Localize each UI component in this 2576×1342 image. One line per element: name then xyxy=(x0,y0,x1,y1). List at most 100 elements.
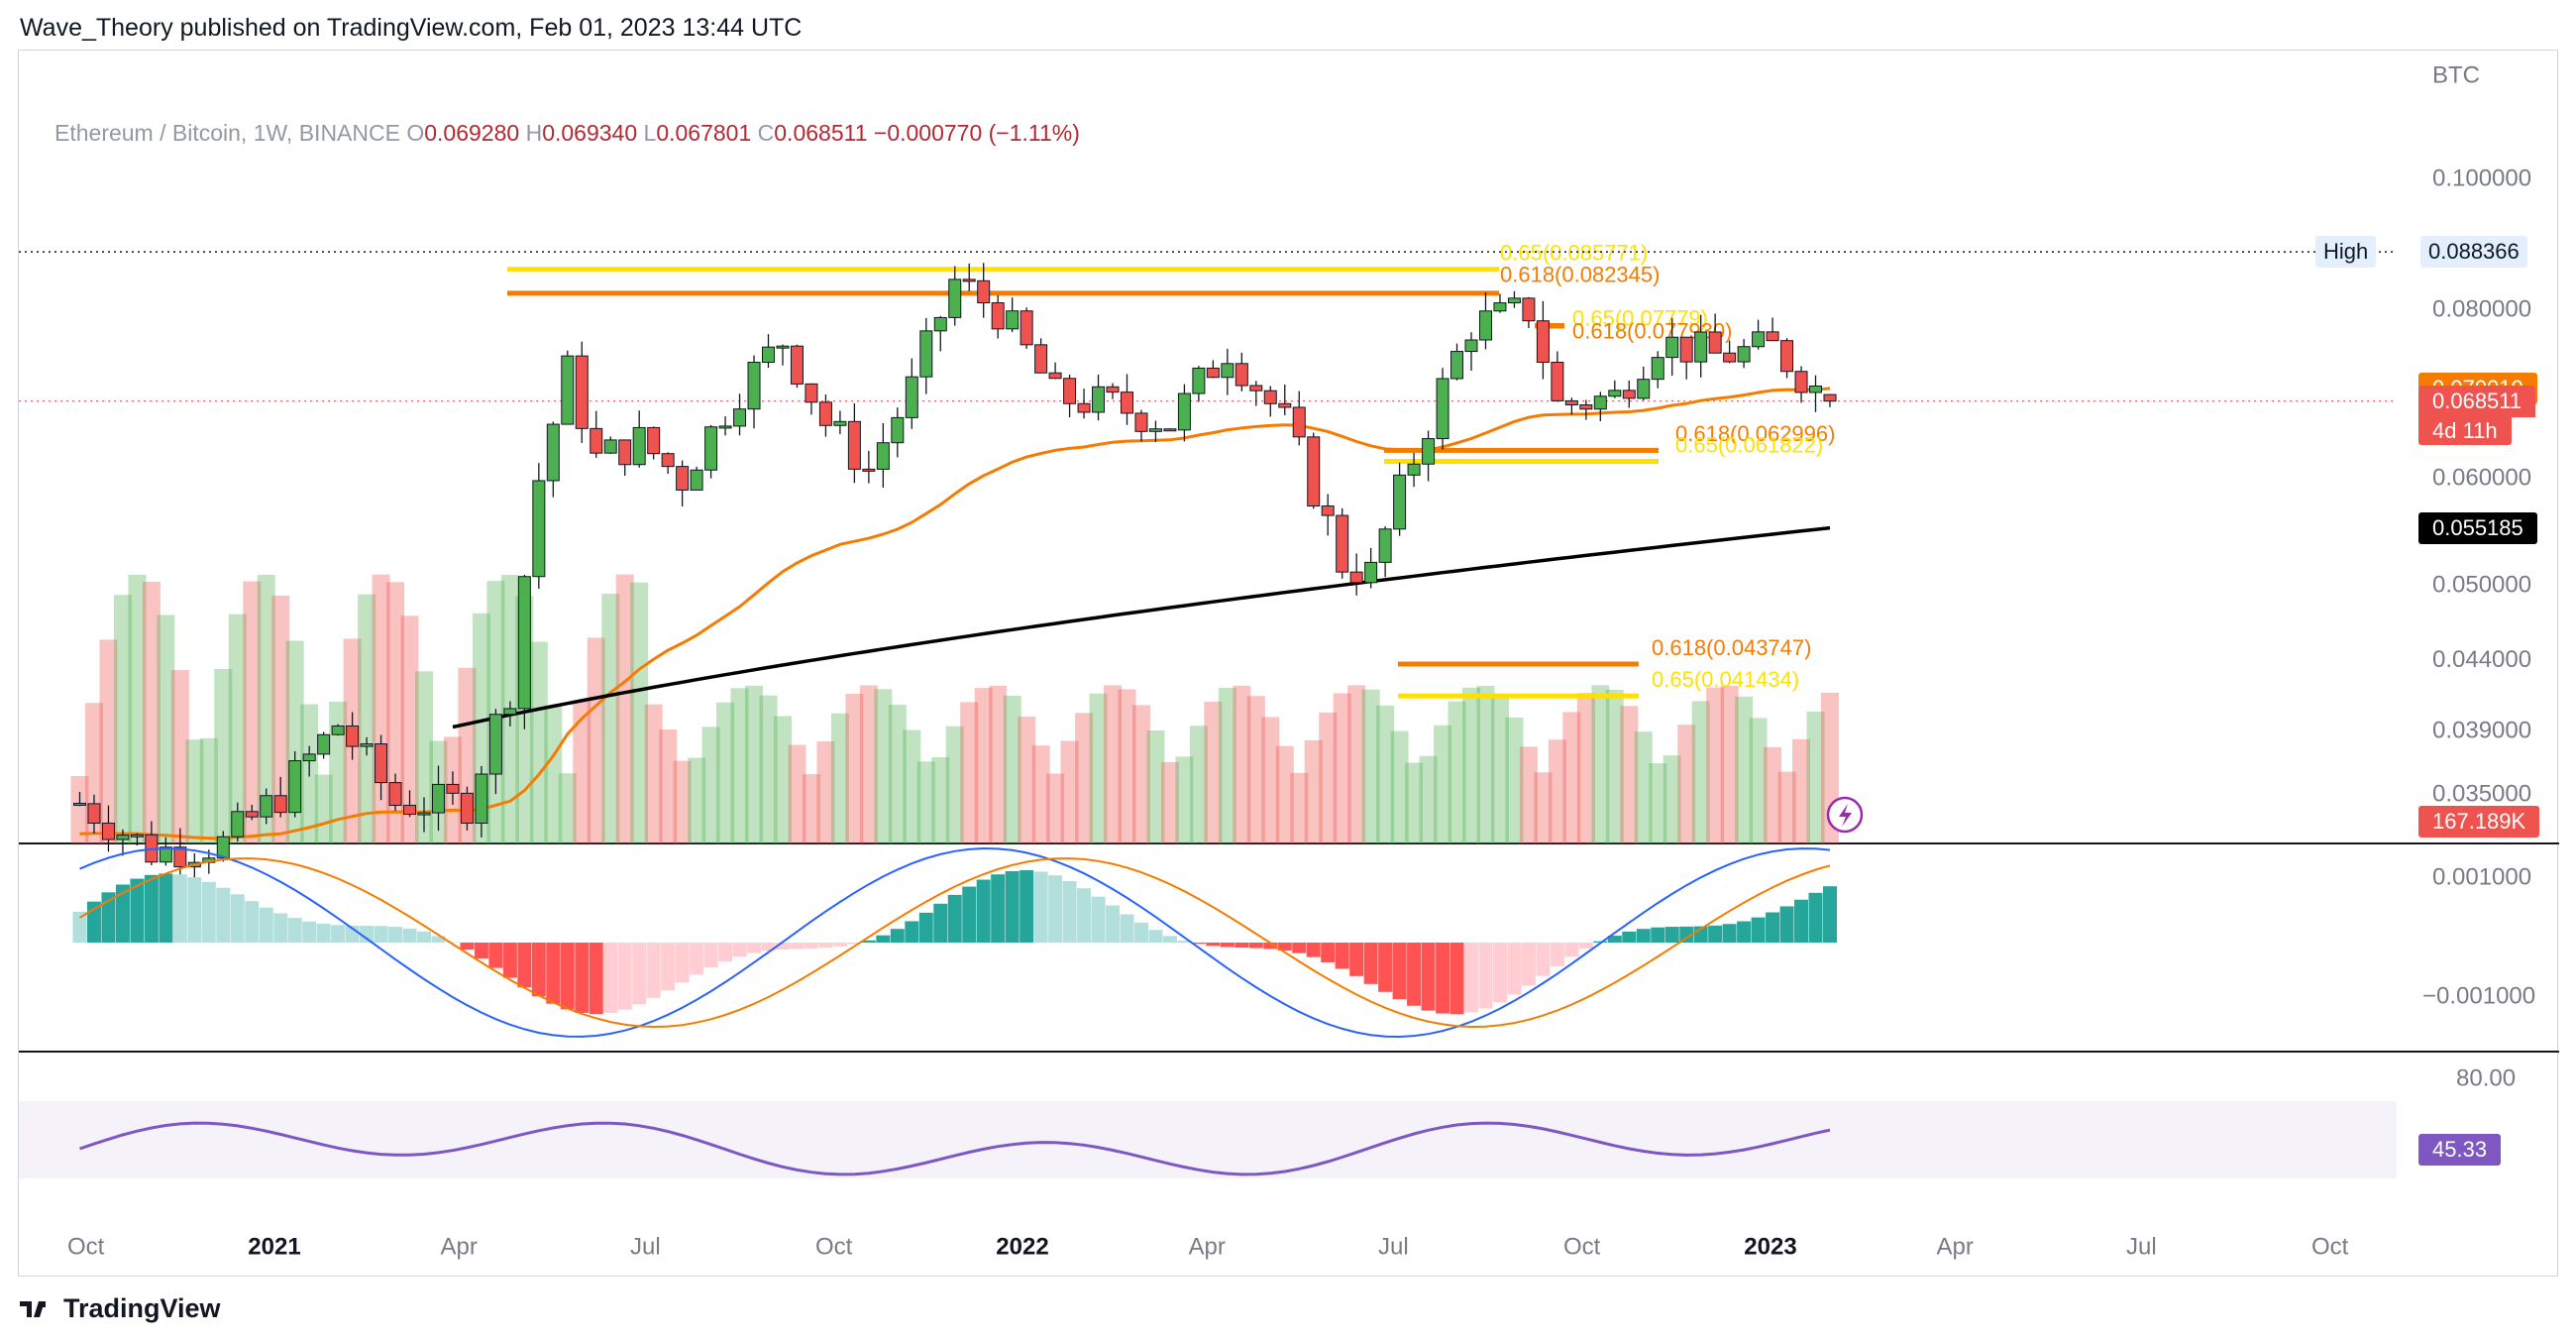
candle xyxy=(1723,340,1737,364)
candle-body xyxy=(1579,403,1593,410)
time-axis-label: Jul xyxy=(630,1233,661,1260)
candle-body xyxy=(1679,336,1693,363)
candle-body xyxy=(1450,351,1464,380)
volume-bar xyxy=(1146,730,1165,843)
macd-bar xyxy=(1664,927,1679,943)
volume-bar xyxy=(701,727,720,843)
volume-bar xyxy=(1046,773,1065,843)
fib-mid-065-label: 0.65(0.07779) xyxy=(1572,305,1708,330)
macd-bar xyxy=(1737,921,1752,943)
candle xyxy=(273,776,287,818)
time-axis-label: Apr xyxy=(440,1233,477,1260)
price-tick-label: 0.039000 xyxy=(2432,717,2531,743)
candle xyxy=(1092,375,1106,421)
high-label: H xyxy=(525,120,543,146)
macd-bar xyxy=(1779,906,1794,943)
candle-body xyxy=(1564,399,1578,405)
volume-bar xyxy=(759,695,778,843)
volume-bar xyxy=(1089,693,1108,843)
chart-frame[interactable]: 0.65(0.085771) 0.618(0.082345) 0.65(0.0777… xyxy=(18,50,2559,1278)
candle-body xyxy=(159,846,172,863)
volume-bar xyxy=(1576,693,1595,843)
candle xyxy=(1292,391,1306,446)
candle xyxy=(977,263,991,318)
volume-bar xyxy=(1060,740,1079,843)
candle-body xyxy=(776,345,790,349)
macd-bar xyxy=(962,886,977,943)
volume-bar xyxy=(142,581,161,843)
macd-bar xyxy=(1148,930,1163,943)
candle xyxy=(1507,290,1521,308)
symbol-name[interactable]: Ethereum / Bitcoin, 1W, BINANCE xyxy=(54,120,400,146)
macd-bar xyxy=(1378,943,1393,992)
macd-bar xyxy=(517,943,532,988)
candle xyxy=(302,745,316,777)
candle-body xyxy=(790,345,804,385)
macd-bar xyxy=(502,943,517,978)
candle xyxy=(818,394,832,437)
countdown-tag: 4d 11h xyxy=(2418,416,2512,445)
macd-bar xyxy=(790,943,805,950)
macd-bar xyxy=(86,901,101,943)
volume-bar xyxy=(1448,701,1466,843)
volume-bar xyxy=(945,726,964,843)
candle-body xyxy=(260,795,273,818)
tradingview-logo[interactable]: TradingView xyxy=(20,1293,221,1324)
candle-body xyxy=(116,835,130,840)
volume-bar xyxy=(1031,745,1050,843)
candle-body xyxy=(1422,438,1436,465)
volume-bar xyxy=(1764,746,1782,843)
volume-bar xyxy=(859,685,878,843)
candle-body xyxy=(1134,412,1148,432)
candle xyxy=(130,833,144,846)
macd-bar xyxy=(1248,943,1263,949)
macd-bar xyxy=(991,874,1006,943)
macd-bar xyxy=(1306,943,1321,957)
volume-bar xyxy=(1562,712,1581,843)
candle xyxy=(776,344,790,366)
macd-bar xyxy=(1335,943,1349,969)
macd-bar xyxy=(1020,870,1034,943)
candle xyxy=(1593,391,1607,422)
currency-label: BTC xyxy=(2432,61,2480,88)
volume-bar xyxy=(716,702,735,843)
last-price-tag: 0.068511 xyxy=(2418,385,2536,417)
candle-body xyxy=(1551,361,1564,401)
volume-bar xyxy=(630,582,649,843)
candle-body xyxy=(948,279,962,318)
candle xyxy=(1206,360,1220,379)
candle-body xyxy=(1708,331,1722,354)
macd-bar xyxy=(690,943,704,975)
volume-bar xyxy=(128,574,147,843)
candle-body xyxy=(1006,310,1020,330)
volume-bar xyxy=(1519,746,1538,843)
candle-body xyxy=(1020,310,1033,346)
candle-body xyxy=(231,811,245,838)
candle-body xyxy=(919,330,933,378)
ma-200-line xyxy=(452,525,1831,729)
candle-body xyxy=(1234,363,1248,387)
change-value: −0.000770 (−1.11%) xyxy=(873,120,1080,146)
candle-body xyxy=(1364,561,1378,584)
candle-body xyxy=(460,792,474,825)
volume-bar xyxy=(185,739,204,843)
candle-body xyxy=(173,846,187,868)
macd-bar xyxy=(1578,943,1593,949)
macd-bar xyxy=(144,874,159,943)
candle-body xyxy=(762,346,776,364)
chart-canvas[interactable]: 0.65(0.085771)0.618(0.082345) 0.65(0.0777… xyxy=(19,51,2559,1278)
candle-body xyxy=(1407,463,1421,476)
macd-bar xyxy=(1033,871,1048,943)
candle-body xyxy=(1493,302,1507,312)
macd-bar xyxy=(474,943,488,959)
volume-bar xyxy=(199,737,218,843)
candle xyxy=(1679,336,1693,380)
candle xyxy=(1020,307,1033,349)
candle xyxy=(1077,389,1091,419)
candle xyxy=(661,452,675,475)
candle-body xyxy=(718,425,732,429)
volume-bar xyxy=(1319,712,1338,843)
time-axis-label: Oct xyxy=(1563,1233,1601,1260)
volume-bar xyxy=(1160,761,1179,843)
macd-bar xyxy=(675,943,690,983)
